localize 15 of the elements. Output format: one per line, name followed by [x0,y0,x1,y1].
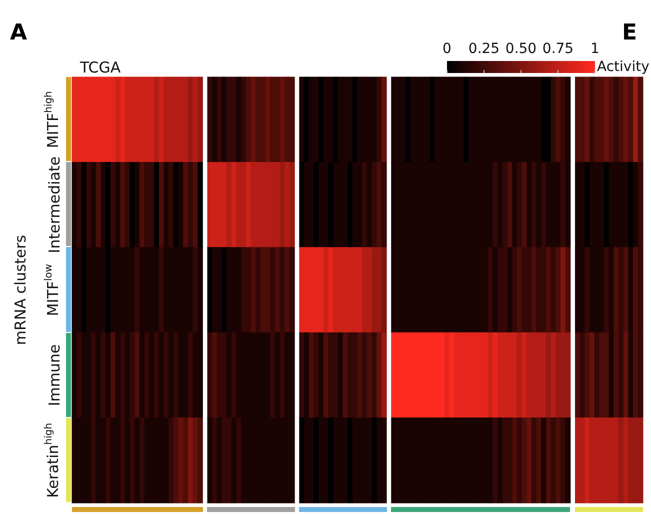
color-bar-label: 0.25 [468,41,500,57]
y-axis-title: mRNA clusters [12,234,30,346]
color-bar-label: 0.75 [542,41,574,57]
text: A [10,20,28,46]
text: E [622,20,638,46]
color-bar-label: 0 [442,41,452,57]
chart-title: TCGA [79,58,122,76]
color-bar-label: 1 [590,41,600,57]
y-tick-label: Keratinhigh [44,422,62,498]
y-tick-label: MITFhigh [44,91,62,148]
y-tick-label: Intermediate [46,156,64,254]
color-bar-label: 0.50 [505,41,537,57]
y-tick-label: Immune [46,344,64,406]
y-tick-label: MITFlow [44,264,62,316]
color-bar-title: Activity [597,59,650,75]
